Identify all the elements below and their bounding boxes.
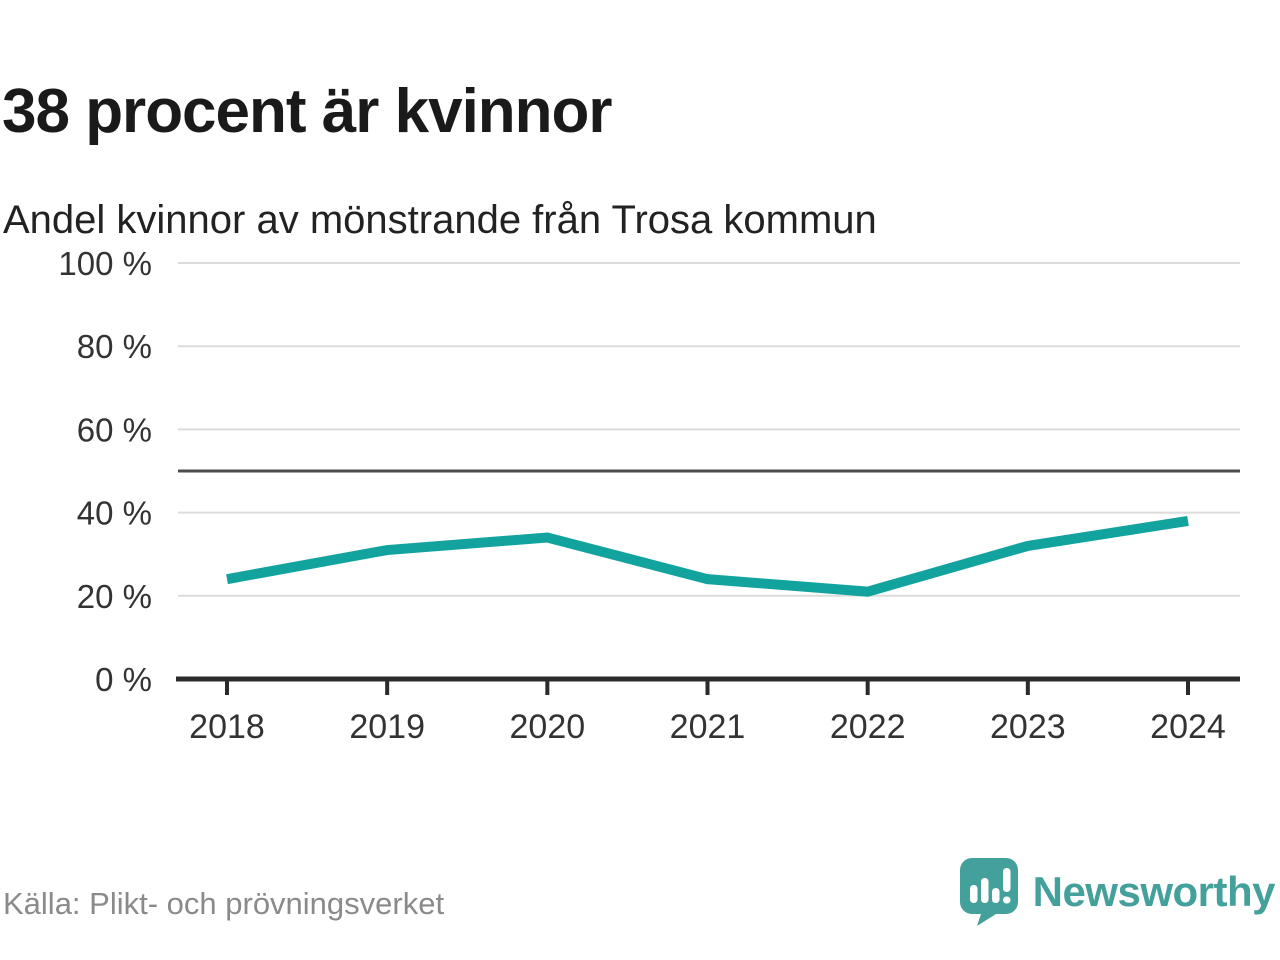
data-line	[226, 515, 1189, 597]
y-tick-label: 100 %	[58, 245, 152, 282]
x-tick-label: 2019	[349, 708, 425, 746]
x-tick-label: 2024	[1150, 708, 1226, 746]
chart-subtitle: Andel kvinnor av mönstrande från Trosa k…	[3, 198, 877, 242]
chart-title: 38 procent är kvinnor	[2, 76, 613, 146]
brand-wordmark: Newsworthy	[1032, 868, 1276, 915]
x-tick-label: 2023	[990, 708, 1066, 746]
newsworthy-brand: Newsworthy	[959, 858, 1276, 926]
x-tick-label: 2018	[189, 708, 265, 746]
y-tick-label: 40 %	[77, 495, 152, 532]
y-tick-label: 60 %	[77, 411, 152, 448]
y-tick-label: 20 %	[77, 578, 152, 615]
y-tick-label: 80 %	[77, 328, 152, 365]
x-tick-label: 2020	[510, 708, 586, 746]
y-tick-label: 0 %	[95, 661, 152, 698]
x-tick-label: 2022	[830, 708, 906, 746]
source-note: Källa: Plikt- och prövningsverket	[3, 886, 445, 921]
x-tick-label: 2021	[670, 708, 746, 746]
newsworthy-logo-icon	[959, 858, 1018, 926]
